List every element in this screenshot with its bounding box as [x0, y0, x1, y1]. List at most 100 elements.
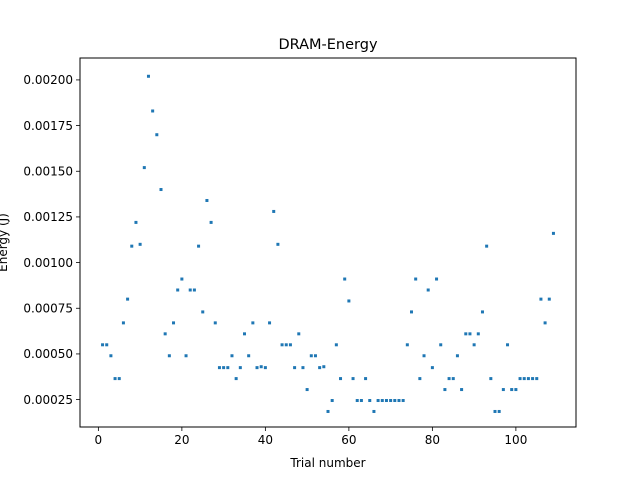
data-point — [313, 354, 317, 358]
data-point — [501, 388, 505, 392]
data-point — [347, 299, 351, 303]
data-point — [455, 354, 459, 358]
data-point — [447, 377, 451, 381]
data-point — [430, 366, 434, 370]
data-points — [101, 74, 555, 413]
data-point — [142, 166, 146, 170]
data-point — [146, 74, 150, 78]
data-point — [326, 409, 330, 413]
data-point — [176, 288, 180, 292]
data-point — [288, 343, 292, 347]
data-point — [180, 277, 184, 281]
data-point — [268, 321, 272, 325]
data-point — [121, 321, 125, 325]
data-point — [155, 133, 159, 137]
data-point — [251, 321, 255, 325]
data-point — [460, 388, 464, 392]
plot-frame — [79, 57, 577, 428]
data-point — [280, 343, 284, 347]
data-point — [230, 354, 234, 358]
x-tick-label: 80 — [425, 433, 440, 447]
data-point — [531, 377, 535, 381]
data-point — [126, 297, 130, 301]
data-point — [243, 332, 246, 336]
x-tick-label: 20 — [174, 433, 189, 447]
data-point — [422, 354, 426, 358]
data-point — [389, 399, 393, 403]
data-point — [263, 366, 267, 370]
data-point — [464, 332, 468, 336]
data-point — [151, 109, 155, 113]
data-point — [506, 343, 510, 347]
data-point — [518, 377, 522, 381]
chart-title: DRAM-Energy — [278, 37, 377, 53]
data-point — [522, 377, 526, 381]
x-axis-label: Trial number — [289, 456, 365, 470]
data-point — [543, 321, 547, 325]
data-point — [418, 377, 422, 381]
data-point — [113, 377, 117, 381]
data-point — [405, 343, 409, 347]
data-point — [359, 399, 363, 403]
x-axis: 0 20 40 60 80 100 — [95, 427, 527, 447]
data-point — [238, 366, 242, 370]
x-tick-label: 100 — [504, 433, 527, 447]
data-point — [247, 354, 251, 358]
y-tick-label: 0.00150 — [23, 164, 73, 178]
data-point — [472, 343, 476, 347]
data-point — [297, 332, 301, 336]
data-point — [410, 310, 413, 314]
data-point — [222, 366, 226, 370]
data-point — [226, 366, 230, 370]
data-point — [539, 297, 543, 301]
data-point — [372, 409, 376, 413]
data-point — [443, 388, 447, 392]
data-point — [192, 288, 196, 292]
y-tick-label: 0.00050 — [23, 347, 73, 361]
y-tick-label: 0.00025 — [23, 393, 73, 407]
data-point — [334, 343, 338, 347]
data-point — [489, 377, 493, 381]
data-point — [376, 399, 380, 403]
data-point — [514, 388, 518, 392]
data-point — [526, 377, 530, 381]
data-point — [188, 288, 192, 292]
data-point — [468, 332, 472, 336]
data-point — [213, 321, 217, 325]
data-point — [109, 354, 113, 358]
x-tick-label: 0 — [95, 433, 103, 447]
data-point — [551, 231, 555, 235]
y-tick-label: 0.00100 — [23, 256, 73, 270]
data-point — [234, 377, 238, 381]
data-point — [105, 343, 109, 347]
data-point — [393, 399, 397, 403]
y-axis: 0.00025 0.00050 0.00075 0.00100 0.00125 0.001… — [23, 73, 80, 407]
y-tick-label: 0.00125 — [23, 210, 73, 224]
data-point — [339, 377, 343, 381]
data-point — [255, 366, 259, 370]
data-point — [197, 244, 201, 248]
data-point — [330, 399, 334, 403]
x-tick-label: 40 — [258, 433, 273, 447]
data-point — [535, 377, 539, 381]
y-tick-label: 0.00175 — [23, 119, 73, 133]
data-point — [138, 242, 142, 246]
data-point — [435, 277, 439, 281]
data-point — [101, 343, 105, 347]
data-point — [309, 354, 313, 358]
data-point — [163, 332, 167, 336]
data-point — [480, 310, 484, 314]
data-point — [401, 399, 405, 403]
data-point — [318, 366, 322, 370]
y-tick-label: 0.00200 — [23, 73, 73, 87]
data-point — [217, 366, 221, 370]
data-point — [439, 343, 443, 347]
y-tick-label: 0.00075 — [23, 301, 73, 315]
data-point — [384, 399, 388, 403]
data-point — [510, 388, 514, 392]
data-point — [497, 409, 501, 413]
data-point — [547, 297, 551, 301]
data-point — [426, 288, 430, 292]
data-point — [397, 399, 401, 403]
